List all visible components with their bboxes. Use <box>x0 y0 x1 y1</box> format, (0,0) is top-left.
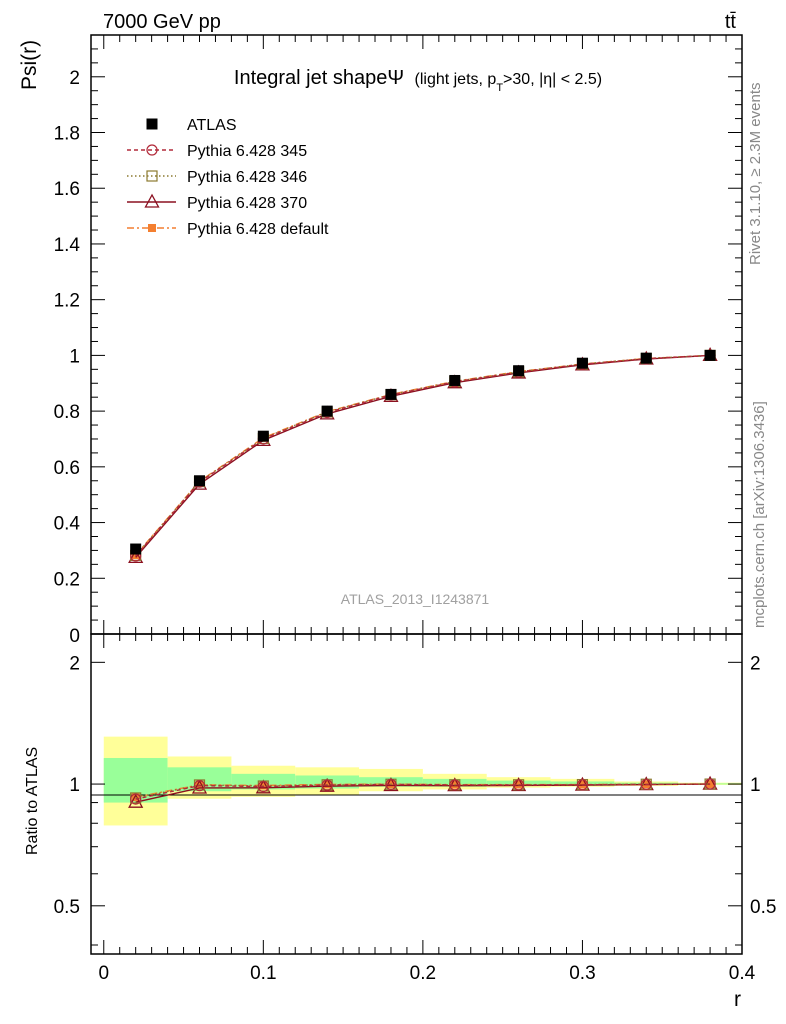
main-panel: 0.2 0.4 0.6 0.8 1 1.2 1.4 1.6 1.8 2 0 Psi(r) ATLAS… <box>18 34 743 647</box>
ratio-y-axis: 0.5 0.5 1 1 2 2 <box>54 653 776 946</box>
legend-entry-py370: Pythia 6.428 370 <box>127 193 307 212</box>
series-line-pydefault <box>135 354 711 556</box>
ratio-point-py345 <box>513 779 525 791</box>
ratio-y-tick-label-right: 0.5 <box>750 897 776 918</box>
chart-title: Integral jet shapeΨ (light jets, pT>30, … <box>234 67 602 94</box>
legend-label: Pythia 6.428 default <box>187 221 329 238</box>
legend-entry-py346: Pythia 6.428 346 <box>127 169 307 186</box>
ratio-y-tick-label-right: 1 <box>750 775 761 796</box>
ratio-point-py370 <box>255 779 271 794</box>
series-py370 <box>128 347 718 564</box>
x-tick-label: 0 <box>98 963 109 984</box>
main-y-tick-label: 2 <box>69 68 80 89</box>
main-y-tick-label: 0.8 <box>54 402 80 423</box>
series-py346 <box>130 349 716 562</box>
chart-title-main: Integral jet shapeΨ <box>234 67 404 89</box>
ratio-series-py345 <box>130 778 716 805</box>
ratio-y-axis-label: Ratio to ATLAS <box>24 747 41 855</box>
ratio-point-py345 <box>385 778 397 791</box>
legend-label: Pythia 6.428 370 <box>187 195 307 212</box>
main-y-tick-label: 0.4 <box>54 514 81 535</box>
chart-title-suffix: >30, |η| < 2.5) <box>503 71 602 88</box>
energy-label: 7000 GeV pp <box>103 11 221 33</box>
series-line-py370 <box>135 354 711 558</box>
series-atlas <box>130 349 716 555</box>
ratio-point-py345 <box>449 779 461 791</box>
series-py345 <box>130 349 716 562</box>
ratio-y-tick-label-right: 2 <box>750 653 761 674</box>
data-point-atlas <box>321 405 333 417</box>
ratio-y-tick-label: 2 <box>69 653 80 674</box>
data-point-py370 <box>128 549 144 564</box>
series-line-py346 <box>135 354 711 556</box>
legend-label: Pythia 6.428 345 <box>187 143 307 160</box>
legend-entry-py345: Pythia 6.428 345 <box>127 143 307 160</box>
main-y-axis-label: Psi(r) <box>18 40 41 90</box>
x-tick-label: 0.4 <box>729 963 756 984</box>
ratio-point-py345 <box>576 779 589 791</box>
main-y-tick-label: 0.2 <box>54 569 80 590</box>
ratio-panel-frame <box>90 633 743 955</box>
analysis-id-label: ATLAS_2013_I1243871 <box>341 591 490 607</box>
legend-marker <box>146 170 158 182</box>
ratio-point-py370 <box>128 793 144 808</box>
process-label: tt̄ <box>725 11 737 33</box>
legend-marker <box>146 144 158 156</box>
legend-marker <box>148 224 156 232</box>
main-y-axis: 0.2 0.4 0.6 0.8 1 1.2 1.4 1.6 1.8 2 0 <box>54 35 743 647</box>
ratio-y-tick-label: 1 <box>69 775 80 796</box>
data-point-atlas <box>704 349 716 361</box>
series-pydefault <box>131 351 715 560</box>
ratio-point-py345 <box>704 778 716 790</box>
data-point-atlas <box>640 352 652 364</box>
main-y-tick-label: 0.6 <box>54 458 80 479</box>
legend-label: ATLAS <box>187 117 237 134</box>
main-y-tick-label: 1.6 <box>54 179 80 200</box>
main-y-tick-label: 1.4 <box>54 235 81 256</box>
x-tick-label: 0.2 <box>410 963 436 984</box>
data-point-atlas <box>449 374 461 386</box>
ratio-point-py345 <box>257 780 269 793</box>
series-line-py345 <box>135 354 711 557</box>
data-point-atlas <box>385 388 397 400</box>
ratio-point-py345 <box>640 778 652 791</box>
rivet-version-label: Rivet 3.1.10, ≥ 2.3M events <box>747 83 764 266</box>
data-point-atlas <box>194 475 205 487</box>
chart-title-subscript: T <box>496 82 503 94</box>
legend-marker <box>144 193 160 208</box>
data-point-atlas <box>257 430 269 442</box>
data-point-atlas <box>130 543 142 555</box>
x-axis-label: r <box>734 988 741 1011</box>
x-axis: 0 0.1 0.2 0.3 0.4 <box>98 634 756 984</box>
ratio-point-py345 <box>321 779 333 791</box>
main-y-tick-label-zero: 0 <box>69 626 80 647</box>
mcplots-label: mcplots.cern.ch [arXiv:1306.3436] <box>751 401 768 628</box>
ratio-point-pydefault <box>131 793 140 802</box>
data-point-atlas <box>513 365 525 377</box>
main-y-tick-label: 1.8 <box>54 124 80 145</box>
ratio-panel: 0.5 0.51 12 2 Ratio to ATLAS 0 0.1 0.2 0.3 0.4 … <box>24 633 776 1011</box>
legend-entry-pydefault: Pythia 6.428 default <box>127 221 329 238</box>
ratio-y-tick-label: 0.5 <box>54 897 80 918</box>
ratio-point-py345 <box>130 793 142 805</box>
legend-entry-atlas: ATLAS <box>146 117 237 134</box>
data-point-atlas <box>576 357 588 369</box>
ratio-point-py370 <box>191 779 208 794</box>
ratio-line-py345 <box>135 783 711 800</box>
x-tick-label: 0.3 <box>569 963 595 984</box>
main-y-tick-label: 1 <box>69 346 80 367</box>
chart-title-sub: (light jets, p <box>415 71 497 88</box>
ratio-point-py345 <box>193 780 206 792</box>
legend-marker <box>146 118 158 130</box>
main-y-tick-label: 1.2 <box>54 291 80 312</box>
legend-label: Pythia 6.428 346 <box>187 169 307 186</box>
x-tick-label: 0.1 <box>250 963 276 984</box>
legend: ATLAS Pythia 6.428 345 Pythia 6.428 346 Pyt… <box>127 117 329 238</box>
